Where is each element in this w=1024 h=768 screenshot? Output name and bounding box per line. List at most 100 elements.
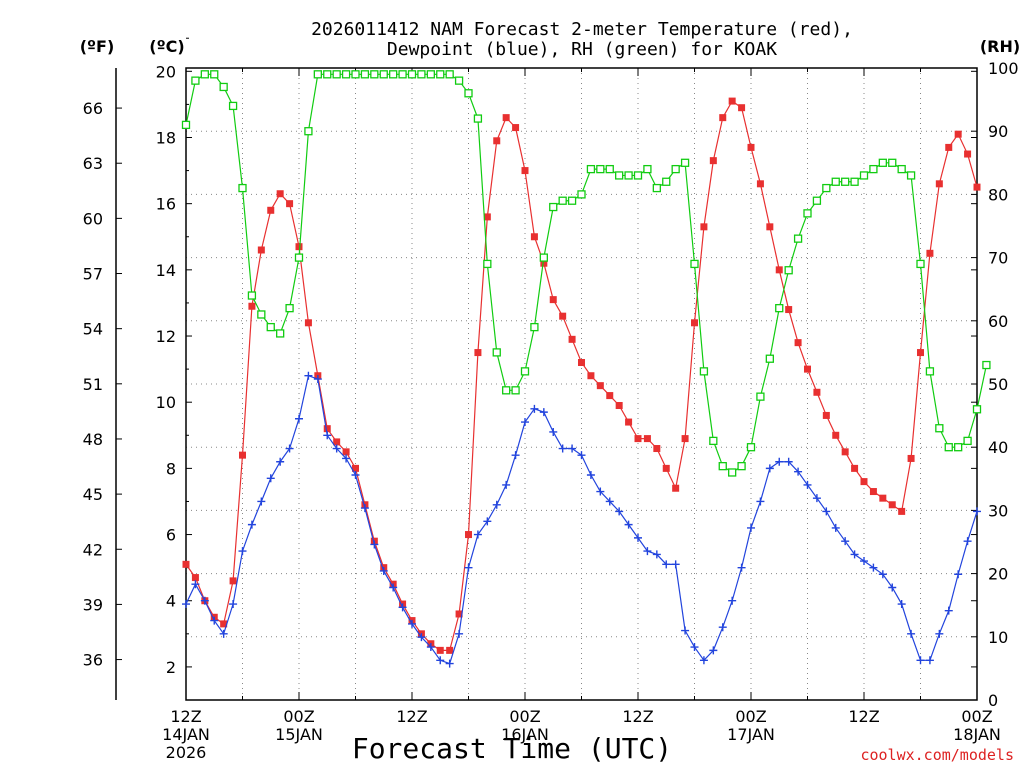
data-point-rh [906,171,916,180]
data-point-dewpoint [191,580,200,589]
tick-label-rh: 50 [988,375,1008,394]
data-point-dewpoint [389,583,398,592]
data-point-dewpoint [276,457,285,466]
data-point-dewpoint [455,629,464,638]
data-point-temperature [267,206,275,214]
data-point-rh [624,171,633,180]
data-point-rh [916,259,925,269]
tick-label-f: 51 [83,375,103,394]
data-point-rh [464,89,473,98]
data-point-dewpoint [812,494,821,503]
data-point-temperature [738,104,746,112]
data-point-dewpoint [794,467,803,476]
data-point-temperature [719,114,727,122]
tick-label-f: 60 [83,209,103,228]
data-point-rh [228,101,238,111]
data-point-temperature [794,339,802,347]
data-point-dewpoint [445,659,454,668]
data-point-dewpoint [860,557,868,566]
data-point-temperature [333,438,341,446]
data-point-temperature [483,213,491,221]
data-point-rh [963,436,972,446]
data-point-dewpoint [925,656,934,665]
series-temperature [182,97,981,654]
data-point-dewpoint [229,600,238,609]
data-point-rh [671,164,680,174]
data-point-dewpoint [747,523,755,532]
tick-label-x: 17JAN [727,725,775,744]
data-point-temperature [785,306,793,314]
data-point-temperature [643,435,651,443]
tick-label-rh: 70 [988,249,1008,268]
data-point-temperature [286,200,294,208]
data-point-rh [633,171,643,180]
data-point-dewpoint [266,474,275,483]
data-point-temperature [926,249,934,257]
data-point-temperature [917,349,924,357]
data-point-temperature [653,445,661,453]
tick-label-x: 15JAN [275,725,323,744]
data-point-rh [389,70,398,79]
data-point-rh [266,322,275,332]
data-point-rh [398,70,407,79]
data-point-temperature [728,97,736,105]
data-point-temperature [691,319,698,327]
data-point-temperature [474,349,482,357]
data-point-temperature [540,259,548,267]
data-point-dewpoint [878,570,887,579]
data-point-rh [728,468,737,477]
data-point-dewpoint [596,487,605,496]
data-point-rh [181,120,191,130]
data-point-temperature [229,577,237,585]
data-point-temperature [257,246,265,254]
data-point-dewpoint [530,404,539,413]
tick-label-x: 12Z [622,707,653,726]
data-point-rh [756,392,765,401]
unit-label-celsius: (ºC) [149,37,184,56]
data-point-temperature [323,425,331,433]
data-point-temperature [304,319,312,327]
data-point-rh [483,259,492,269]
data-point-temperature [295,243,303,251]
data-point-rh [746,443,756,452]
data-point-rh [219,82,228,92]
data-point-rh [869,164,878,174]
data-point-dewpoint [323,431,332,440]
tick-label-f: 66 [83,99,103,118]
tick-label-x: 12Z [848,707,879,726]
data-point-dewpoint [935,629,944,638]
data-point-temperature [521,167,529,175]
data-point-dewpoint [483,517,492,526]
chart-title-line-2: Dewpoint (blue), RH (green) for KOAK [387,39,777,60]
data-point-dewpoint [718,623,727,632]
data-point-rh [313,70,322,79]
data-point-dewpoint [379,566,388,575]
data-point-temperature [559,312,567,320]
data-point-dewpoint [728,596,737,605]
data-point-rh [793,234,803,243]
data-point-rh [888,158,897,167]
data-point-rh [662,177,671,186]
data-point-rh [520,367,530,376]
data-point-rh [690,259,699,269]
data-point-dewpoint [398,603,407,612]
data-point-temperature [681,435,689,443]
tick-label-rh: 80 [988,185,1008,204]
data-point-temperature [587,372,595,380]
tick-label-rh: 40 [988,438,1008,457]
data-point-rh [247,291,257,300]
data-point-dewpoint [973,507,981,516]
data-point-rh [822,183,831,193]
data-point-dewpoint [944,606,953,615]
data-point-dewpoint [511,451,520,460]
data-point-dewpoint [464,563,473,572]
data-point-dewpoint [568,444,577,453]
data-point-rh [709,436,718,446]
data-point-temperature [549,296,557,304]
tick-label-rh: 60 [988,312,1008,331]
data-point-rh [200,70,209,79]
data-point-rh [341,70,351,79]
tick-label-rh: 0 [988,691,998,710]
data-point-rh [530,322,539,332]
